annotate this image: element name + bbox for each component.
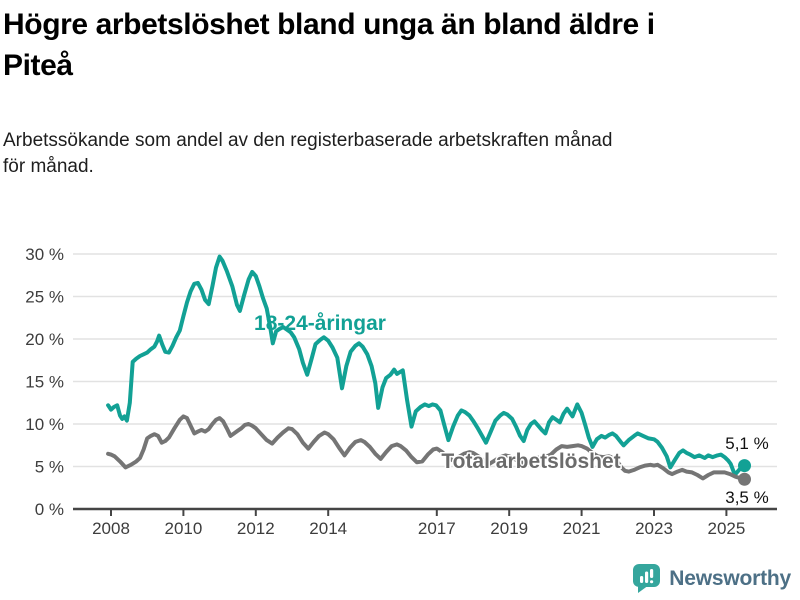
series-end-dot-total [738, 472, 751, 486]
chart-subtitle-line2: för månad. [3, 156, 94, 177]
x-tick-label: 2019 [490, 519, 528, 538]
gridlines [73, 253, 777, 468]
newsworthy-wordmark: Newsworthy [669, 566, 791, 590]
newsworthy-logo-icon [633, 564, 661, 593]
x-tick-label: 2008 [92, 519, 130, 538]
chart-subtitle: Arbetssökande som andel av den registerb… [3, 128, 797, 180]
y-tick-label: 25 % [25, 288, 64, 307]
y-tick-label: 0 % [35, 500, 64, 519]
y-tick-label: 10 % [25, 415, 64, 434]
chart-subtitle-line1: Arbetssökande som andel av den registerb… [3, 130, 613, 151]
newsworthy-brand: Newsworthy [632, 563, 791, 594]
x-tick-label: 2017 [418, 519, 456, 538]
x-axis-labels: 2008 2010 2012 2014 2017 2019 2021 2023 2025 [92, 519, 745, 538]
end-value-label-youth: 5,1 % [725, 434, 768, 453]
y-tick-label: 15 % [25, 373, 64, 392]
y-tick-label: 5 % [35, 458, 64, 477]
x-tick-label: 2014 [309, 519, 347, 538]
x-tick-label: 2023 [635, 519, 673, 538]
x-tick-label: 2025 [707, 519, 745, 538]
y-axis-labels: 0 % 5 % 10 % 15 % 20 % 25 % 30 % [25, 245, 64, 519]
series-line-total [106, 414, 747, 482]
chart-title: Högre arbetslöshet bland unga än bland ä… [3, 4, 797, 86]
series-end-dot-youth [738, 459, 751, 473]
chart-title-line2: Piteå [3, 49, 73, 82]
y-tick-label: 30 % [25, 245, 64, 264]
x-tick-label: 2010 [164, 519, 202, 538]
x-tick-label: 2021 [563, 519, 601, 538]
chart-title-line1: Högre arbetslöshet bland unga än bland ä… [3, 8, 655, 41]
series-label-youth: 18-24-åringar [254, 312, 386, 335]
y-tick-label: 20 % [25, 330, 64, 349]
x-axis [73, 507, 777, 516]
series-line-youth [106, 254, 747, 477]
x-tick-label: 2012 [237, 519, 275, 538]
end-value-label-total: 3,5 % [725, 488, 768, 507]
series-label-total: Total arbetslöshet [441, 450, 620, 473]
series-lines [106, 254, 751, 486]
